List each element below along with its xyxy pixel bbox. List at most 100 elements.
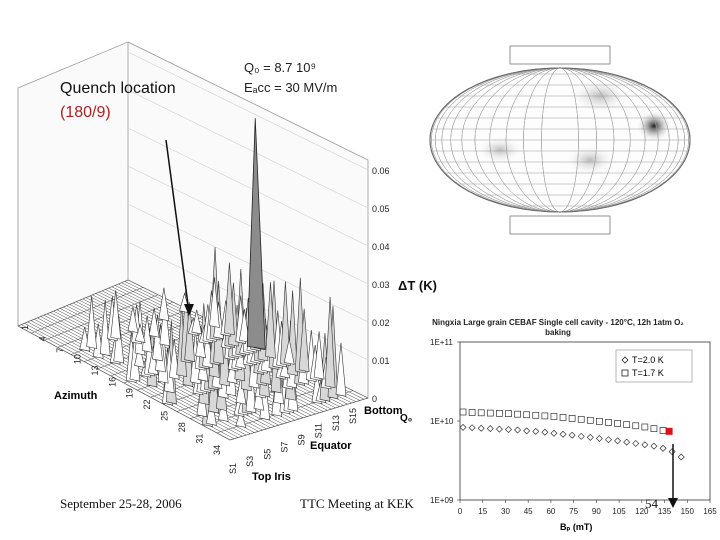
x-tick-label: 120	[635, 507, 649, 516]
azimuth-tick-label: 25	[160, 411, 170, 421]
point-1-7k	[541, 412, 549, 420]
surface-spike	[235, 375, 247, 405]
z-gridline	[127, 89, 369, 209]
azimuth-tick-label: 1	[20, 325, 30, 330]
scatter-plot: 0 15 30 45 60 75 90 105 120 135 150 165 1E+09 1E+10 1E…	[430, 338, 717, 516]
azimuth-tick-label: 13	[90, 365, 100, 375]
y-tick-label: 1E+09	[430, 496, 454, 505]
x-tick-label: 0	[458, 507, 463, 516]
z-tick-label: 0.02	[372, 318, 390, 328]
point-1-7k	[496, 409, 503, 417]
point-2k	[486, 425, 494, 433]
surface-spike	[335, 342, 347, 397]
point-1-7k	[477, 409, 485, 417]
top-iris-label: Top Iris	[252, 471, 291, 483]
point-2k	[650, 442, 658, 450]
z-tick-label: 0	[372, 394, 377, 404]
point-1-7k	[568, 415, 576, 422]
z-tick-label: 0.04	[372, 242, 390, 252]
point-2k	[668, 448, 676, 456]
x-tick-label: 15	[478, 507, 487, 516]
point-2k	[586, 433, 594, 441]
point-2k	[495, 425, 503, 433]
surface-spike	[99, 300, 111, 357]
azimuth-tick-label: 10	[72, 354, 82, 364]
quench-down-arrow	[668, 444, 678, 508]
point-1-7k	[523, 411, 531, 419]
azimuth-tick-label: 16	[107, 377, 117, 387]
sensor-tick-label: S13	[331, 415, 341, 431]
azimuth-tick-label: 31	[195, 434, 205, 444]
surface-spike	[265, 282, 276, 359]
surface-spike	[86, 295, 97, 349]
legend-item-1-7k: T=1.7 K	[632, 368, 664, 378]
equator-label: Equator	[310, 440, 352, 452]
x-tick-label: 30	[501, 507, 510, 516]
point-2k	[468, 424, 476, 432]
scatter-ylabel: Q₀	[400, 413, 413, 424]
surface-plot-spikes	[79, 118, 347, 428]
azimuth-tick-label: 22	[142, 400, 152, 410]
x-tick-label: 165	[703, 507, 717, 516]
floor-gridline	[229, 397, 369, 441]
sensor-tick-label: S15	[348, 408, 358, 424]
point-2k	[641, 441, 649, 449]
floor-gridline	[44, 294, 159, 341]
z-gridline	[127, 127, 369, 247]
point-1-7k	[532, 411, 540, 419]
z-tick-label: 0.03	[372, 280, 390, 290]
surface-spike	[298, 308, 310, 373]
z-gridline	[127, 203, 369, 323]
surface-spike	[235, 408, 247, 428]
z-tick-label: 0.01	[372, 356, 390, 366]
point-2k	[459, 423, 467, 431]
y-tick-label: 1E+10	[430, 417, 454, 426]
sensor-tick-label: S3	[245, 456, 255, 467]
point-2k	[595, 435, 603, 443]
surface-spike	[152, 314, 163, 362]
point-2k	[604, 436, 612, 444]
legend-diamond-marker	[621, 356, 629, 364]
surface-spike	[148, 308, 160, 338]
surface-spike	[313, 331, 325, 380]
azimuth-tick-label: 7	[55, 348, 65, 353]
point-2k	[623, 438, 631, 446]
point-1-7k	[614, 420, 621, 427]
x-tick-label: 135	[658, 507, 672, 516]
point-2k	[577, 432, 585, 440]
q0-label: Q₀ = 8.7 10⁹	[244, 60, 317, 75]
sensor-tick-label: S7	[279, 442, 289, 453]
point-2k	[532, 427, 540, 435]
eacc-label: Eₐcc = 30 MV/m	[244, 80, 338, 95]
point-2k	[541, 428, 549, 436]
surface-peak	[246, 118, 266, 350]
x-tick-label: 105	[612, 507, 626, 516]
point-2k	[523, 427, 531, 435]
z-tick-label: 0.06	[372, 166, 390, 176]
quench-point	[665, 427, 673, 435]
footer-date: September 25-28, 2006	[60, 496, 182, 511]
footer-page: 54	[645, 496, 658, 511]
x-tick-label: 45	[524, 507, 533, 516]
z-tick-label: 0.05	[372, 204, 390, 214]
point-2k	[677, 453, 685, 461]
bottom-label: Bottom	[364, 405, 403, 417]
legend-item-2k: T=2.0 K	[632, 355, 664, 365]
point-1-7k	[486, 409, 494, 417]
point-2k	[477, 424, 485, 432]
surface-spike	[239, 309, 250, 343]
azimuth-tick-label: 34	[212, 445, 222, 455]
surface-spike	[283, 338, 295, 365]
y-tick-label: 1E+11	[430, 338, 453, 347]
azimuth-tick-label: 28	[177, 422, 187, 432]
azimuth-tick-label: 19	[125, 388, 135, 398]
point-2k	[568, 431, 576, 439]
point-1-7k	[596, 417, 603, 425]
sensor-tick-label: S11	[314, 423, 324, 438]
point-1-7k	[459, 408, 467, 416]
point-1-7k	[468, 409, 476, 416]
x-tick-label: 150	[681, 507, 695, 516]
floor-gridline	[17, 279, 129, 327]
point-1-7k	[623, 421, 631, 428]
